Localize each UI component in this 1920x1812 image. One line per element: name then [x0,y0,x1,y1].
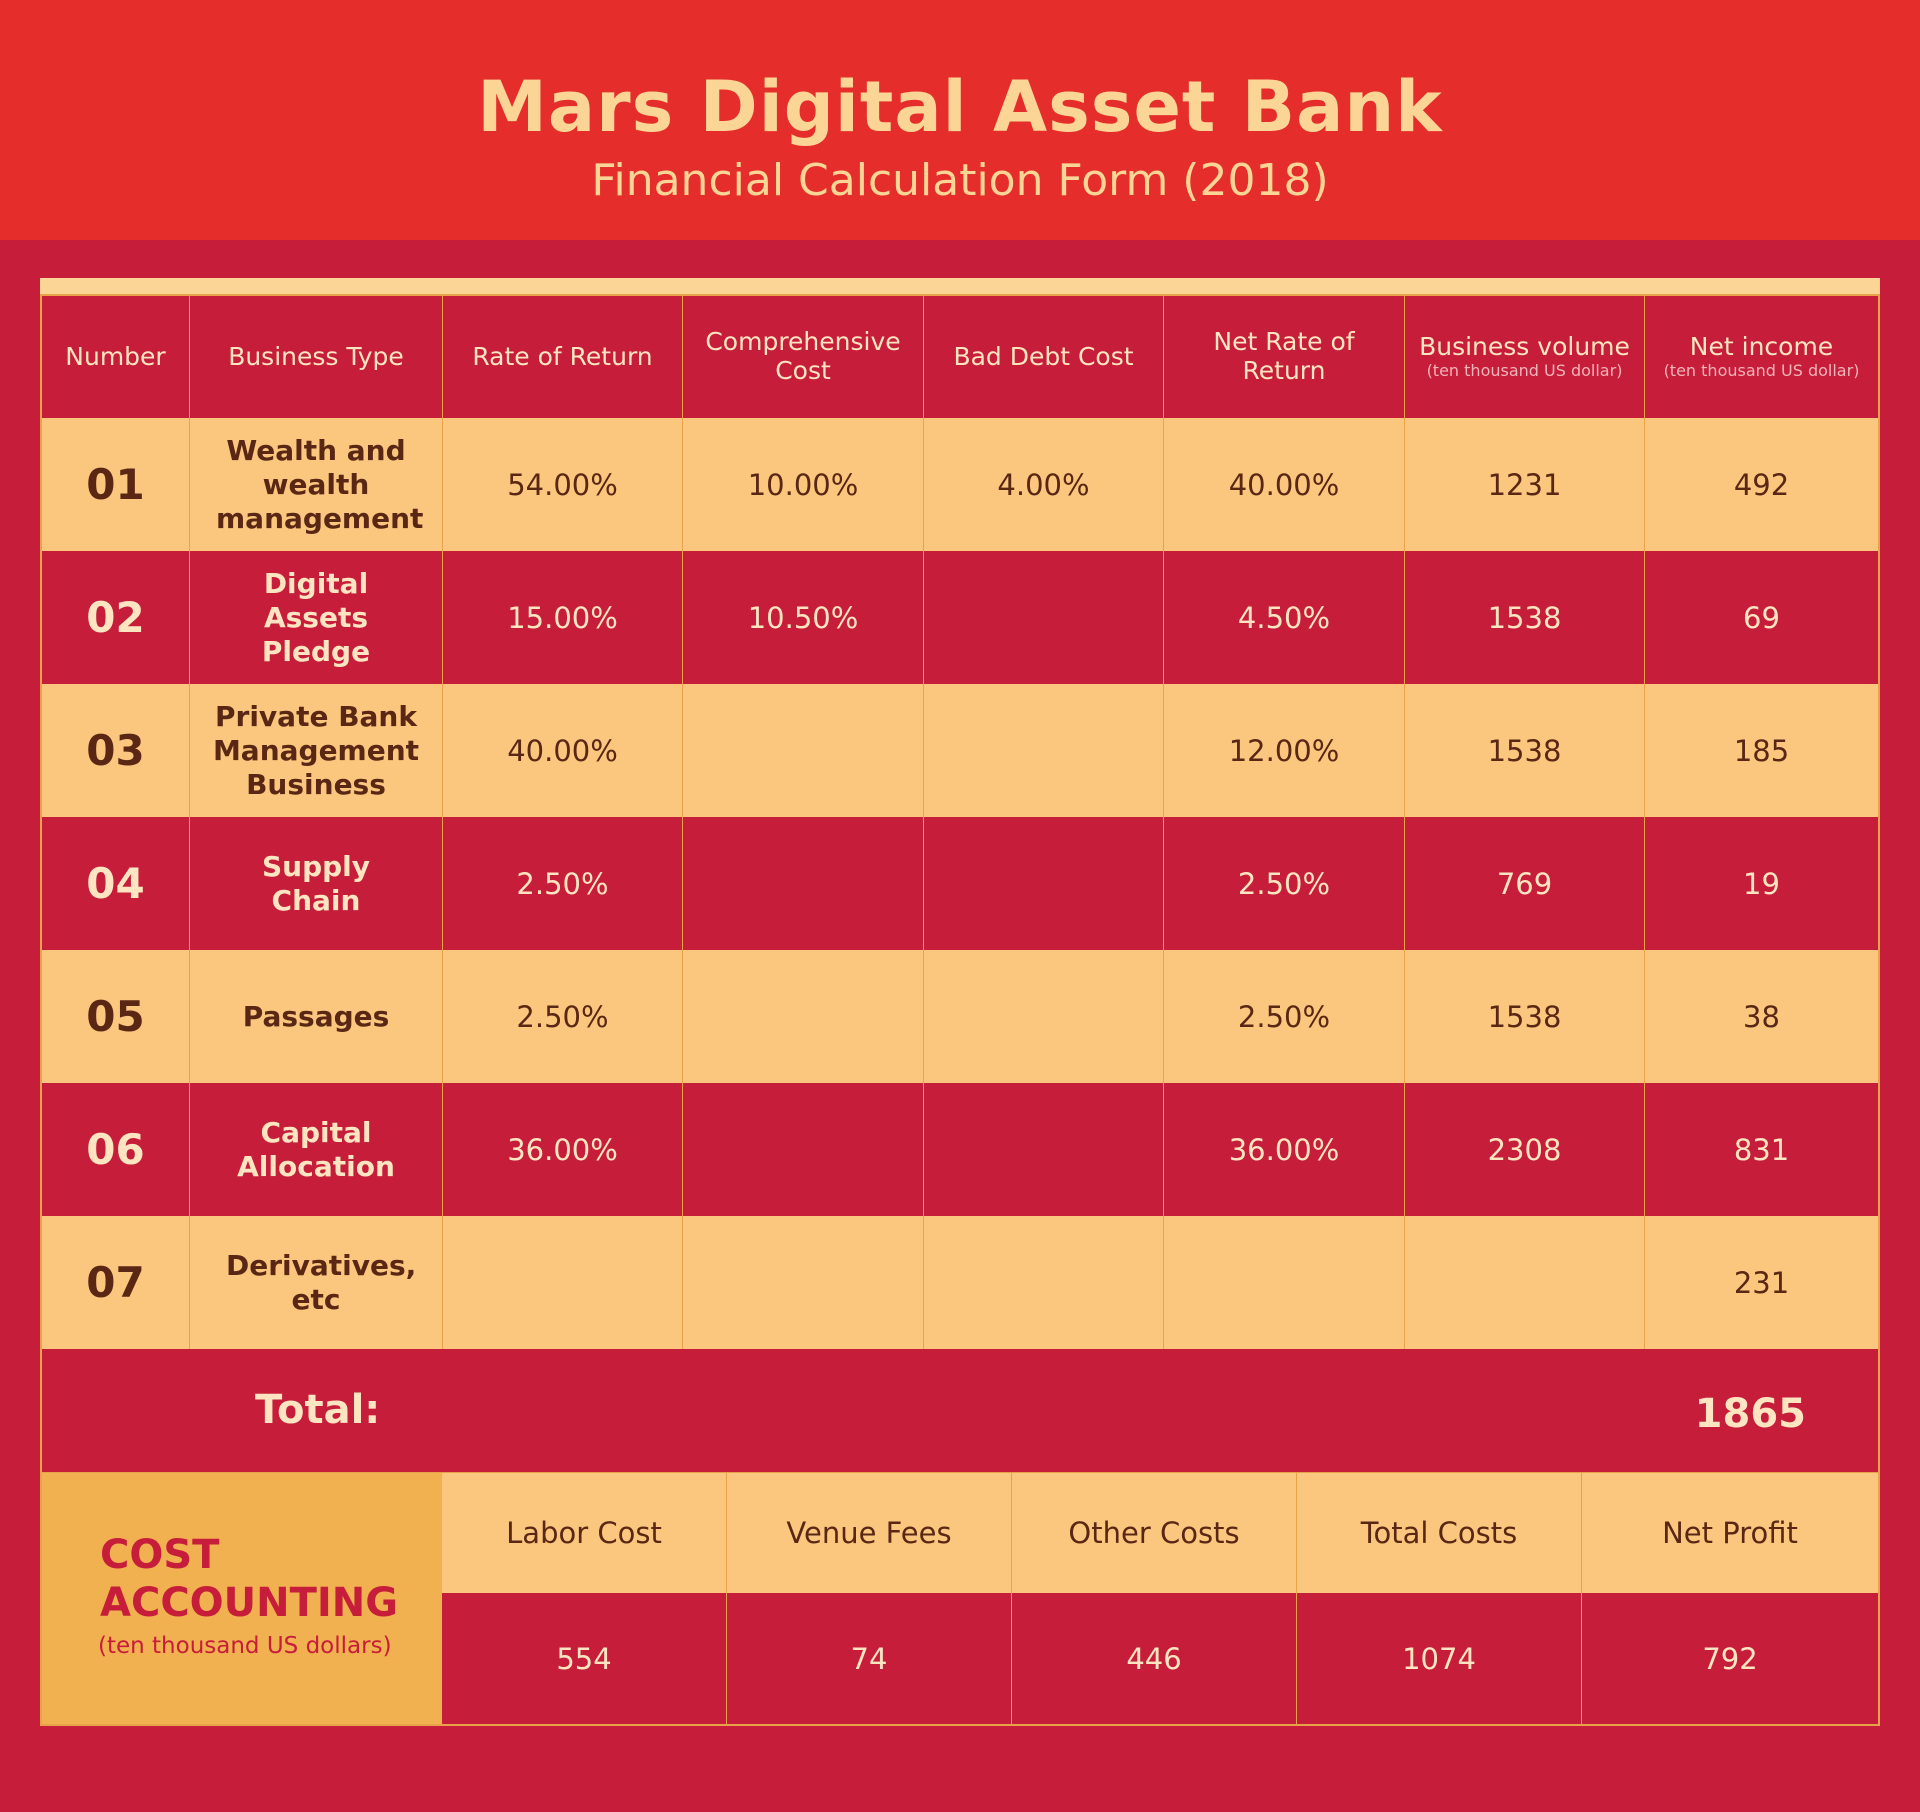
table-row: 03 Private Bank Management Business 40.0… [42,684,1878,817]
total-label: Total: [255,1387,381,1433]
total-value: 1865 [1694,1391,1806,1437]
row-business-volume: 769 [1405,817,1645,950]
cost-value-labor-cost: 554 [442,1593,727,1724]
row-rate-of-return: 2.50% [443,950,683,1083]
row-net-income: 69 [1743,600,1780,635]
cost-header-total-costs: Total Costs [1297,1473,1582,1593]
row-comprehensive-cost [683,1083,924,1216]
row-rate-of-return: 40.00% [443,684,683,817]
row-net-rate-of-return: 36.00% [1164,1083,1405,1216]
row-number: 04 [42,817,190,950]
row-net-income: 19 [1743,866,1780,901]
total-row: Total: 1865 [42,1349,1878,1473]
cost-header-labor-cost: Labor Cost [442,1473,727,1593]
row-bad-debt-cost [924,1216,1164,1349]
row-business-volume: 1538 [1405,950,1645,1083]
row-bad-debt-cost [924,950,1164,1083]
cost-value-venue-fees: 74 [727,1593,1012,1724]
column-header-rate-of-return: Rate of Return [443,294,683,418]
row-rate-of-return: 2.50% [443,817,683,950]
row-number: 03 [42,684,190,817]
row-rate-of-return: 54.00% [443,418,683,551]
row-rate-of-return: 15.00% [443,551,683,684]
cost-value-total-costs: 1074 [1297,1593,1582,1724]
column-header-number: Number [42,294,190,418]
row-number: 01 [42,418,190,551]
table-row: 04 Supply Chain 2.50% 2.50% 769 19 [42,817,1878,950]
row-business-volume: 1231 [1405,418,1645,551]
cost-header-net-profit: Net Profit [1662,1516,1798,1550]
row-business-type: Derivatives, etc [190,1216,443,1349]
cost-header-row: Labor Cost Venue Fees Other Costs Total … [442,1473,1878,1593]
column-header-net-rate-of-return: Net Rate of Return [1164,294,1405,418]
row-net-income: 831 [1733,1132,1790,1167]
table-row: 06 Capital Allocation 36.00% 36.00% 2308… [42,1083,1878,1216]
row-business-volume [1405,1216,1645,1349]
cost-value-net-profit: 792 [1702,1641,1758,1676]
row-number: 07 [42,1216,190,1349]
row-bad-debt-cost [924,684,1164,817]
row-net-income: 38 [1743,999,1780,1034]
column-header-business-volume: Business volume (ten thousand US dollar) [1405,294,1645,418]
row-comprehensive-cost [683,684,924,817]
row-business-volume: 2308 [1405,1083,1645,1216]
row-bad-debt-cost [924,817,1164,950]
cost-header-other-costs: Other Costs [1012,1473,1297,1593]
page-title: Mars Digital Asset Bank [477,66,1443,148]
column-unit: (ten thousand US dollar) [1663,360,1860,380]
row-comprehensive-cost: 10.50% [683,551,924,684]
page-header: Mars Digital Asset Bank Financial Calcul… [0,0,1920,240]
row-comprehensive-cost: 10.00% [683,418,924,551]
row-comprehensive-cost [683,950,924,1083]
row-business-type: Passages [190,950,443,1083]
row-comprehensive-cost [683,1216,924,1349]
row-business-type: Capital Allocation [190,1083,443,1216]
row-business-type: Private Bank Management Business [190,684,443,817]
table-row: 07 Derivatives, etc 231 [42,1216,1878,1349]
column-unit: (ten thousand US dollar) [1426,360,1623,380]
row-business-type: Supply Chain [190,817,443,950]
column-header-business-type: Business Type [190,294,443,418]
row-net-rate-of-return: 2.50% [1164,817,1405,950]
column-header-bad-debt-cost: Bad Debt Cost [924,294,1164,418]
row-net-rate-of-return: 12.00% [1164,684,1405,817]
table-header-row: Number Business Type Rate of Return Comp… [42,294,1878,418]
column-header-comprehensive-cost: Comprehensive Cost [683,294,924,418]
cost-value-other-costs: 446 [1012,1593,1297,1724]
row-comprehensive-cost [683,817,924,950]
row-number: 06 [42,1083,190,1216]
row-bad-debt-cost [924,1083,1164,1216]
row-business-type: Digital Assets Pledge [190,551,443,684]
row-net-rate-of-return: 2.50% [1164,950,1405,1083]
table-row: 02 Digital Assets Pledge 15.00% 10.50% 4… [42,551,1878,684]
row-rate-of-return [443,1216,683,1349]
row-bad-debt-cost: 4.00% [924,418,1164,551]
cost-values-row: 554 74 446 1074 792 [442,1593,1878,1724]
cost-header-venue-fees: Venue Fees [727,1473,1012,1593]
table-top-bar [40,278,1880,294]
table-frame [40,294,1880,1726]
row-business-volume: 1538 [1405,684,1645,817]
cost-accounting-title: COST ACCOUNTING [100,1532,399,1626]
row-net-income: 231 [1733,1265,1790,1300]
table-row: 05 Passages 2.50% 2.50% 1538 38 [42,950,1878,1083]
row-net-rate-of-return: 40.00% [1164,418,1405,551]
row-business-volume: 1538 [1405,551,1645,684]
row-rate-of-return: 36.00% [443,1083,683,1216]
row-net-income: 185 [1733,733,1790,768]
cost-accounting-label: COST ACCOUNTING (ten thousand US dollars… [42,1473,442,1724]
row-net-rate-of-return: 4.50% [1164,551,1405,684]
row-net-rate-of-return [1164,1216,1405,1349]
row-business-type: Wealth and wealth management [190,418,443,551]
column-header-net-income: Net income (ten thousand US dollar) [1663,331,1860,380]
page-subtitle: Financial Calculation Form (2018) [591,155,1329,206]
table-row: 01 Wealth and wealth management 54.00% 1… [42,418,1878,551]
row-bad-debt-cost [924,551,1164,684]
row-net-income: 492 [1733,467,1790,502]
row-number: 02 [42,551,190,684]
row-number: 05 [42,950,190,1083]
cost-accounting-unit: (ten thousand US dollars) [98,1633,392,1659]
